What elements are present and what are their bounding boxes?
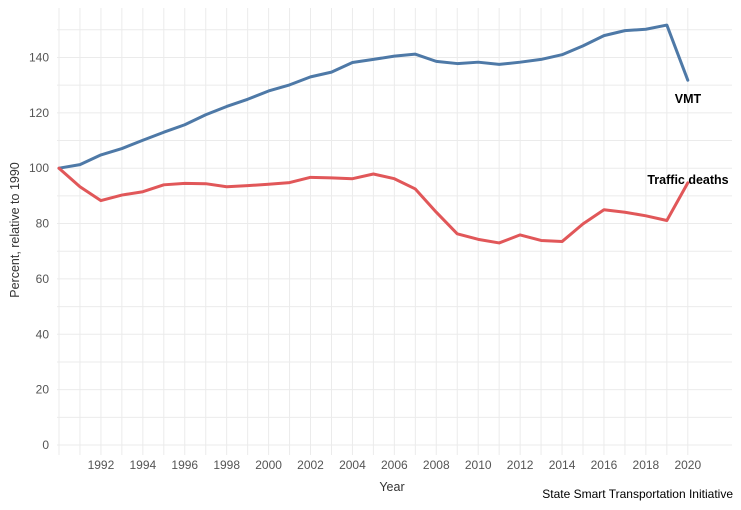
vmt-series-label: VMT bbox=[675, 92, 702, 106]
vmt-line bbox=[57, 23, 690, 170]
y-tick-label: 120 bbox=[29, 106, 49, 120]
x-tick-label: 1994 bbox=[129, 458, 156, 472]
y-tick-label: 140 bbox=[29, 50, 49, 64]
series-lines bbox=[57, 23, 690, 245]
y-axis-ticks: 0 20 40 60 80 100 120 140 bbox=[29, 50, 49, 452]
x-tick-label: 2020 bbox=[674, 458, 701, 472]
x-tick-label: 1992 bbox=[88, 458, 115, 472]
y-axis-label: Percent, relative to 1990 bbox=[8, 162, 22, 298]
x-tick-label: 2010 bbox=[465, 458, 492, 472]
x-tick-label: 2002 bbox=[297, 458, 324, 472]
x-tick-label: 2008 bbox=[423, 458, 450, 472]
x-tick-label: 2016 bbox=[591, 458, 618, 472]
traffic-deaths-line bbox=[57, 166, 690, 245]
x-tick-label: 2018 bbox=[633, 458, 660, 472]
x-tick-label: 2014 bbox=[549, 458, 576, 472]
source-caption: State Smart Transportation Initiative bbox=[542, 487, 733, 501]
y-tick-label: 60 bbox=[36, 272, 50, 286]
y-tick-label: 20 bbox=[36, 383, 50, 397]
traffic-deaths-series-label: Traffic deaths bbox=[647, 173, 728, 187]
y-tick-label: 40 bbox=[36, 327, 50, 341]
y-tick-label: 100 bbox=[29, 161, 49, 175]
x-tick-label: 1996 bbox=[171, 458, 198, 472]
x-axis-label: Year bbox=[379, 480, 404, 494]
y-tick-label: 0 bbox=[42, 438, 49, 452]
x-tick-label: 1998 bbox=[213, 458, 240, 472]
gridlines bbox=[57, 8, 732, 455]
x-axis-ticks: 1992 1994 1996 1998 2000 2002 2004 2006 2008 2010… bbox=[88, 458, 702, 472]
x-tick-label: 2012 bbox=[507, 458, 534, 472]
x-tick-label: 2000 bbox=[255, 458, 282, 472]
y-tick-label: 80 bbox=[36, 217, 50, 231]
x-tick-label: 2004 bbox=[339, 458, 366, 472]
x-tick-label: 2006 bbox=[381, 458, 408, 472]
